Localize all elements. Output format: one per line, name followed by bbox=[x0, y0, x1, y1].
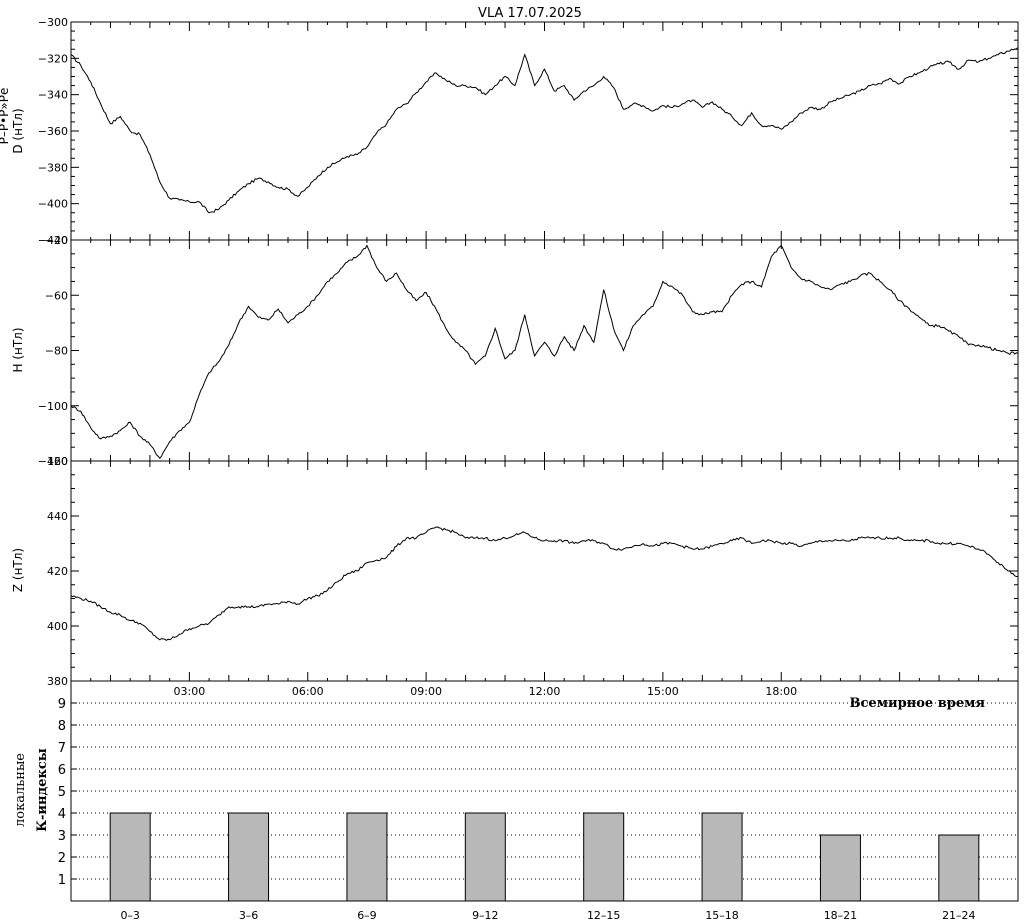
panel-h-ylabel: H (нТл) bbox=[11, 327, 25, 372]
k-y-tick-label: 8 bbox=[58, 719, 66, 734]
y-tick-label: −400 bbox=[38, 198, 68, 211]
k-bar bbox=[819, 834, 861, 902]
k-category-label: 18–21 bbox=[824, 909, 858, 921]
panel-d-series-line bbox=[70, 47, 1019, 214]
y-tick-label: −120 bbox=[38, 455, 68, 468]
y-tick-label: −300 bbox=[38, 16, 68, 29]
y-tick-label: −340 bbox=[38, 89, 68, 102]
panel-d-ylabel: D (нТл) bbox=[11, 108, 25, 153]
panel-d: −420 −400 −380 −360 −340 −320 −300 Р–Р•Р»Рё D … bbox=[0, 16, 1019, 247]
x-tick-label: 12:00 bbox=[529, 685, 561, 698]
k-y-tick-label: 9 bbox=[58, 697, 66, 712]
x-tick-label: 06:00 bbox=[292, 685, 324, 698]
k-bar bbox=[583, 812, 625, 902]
y-tick-label: −80 bbox=[45, 345, 68, 358]
panel-d-ylabel-top: Р–Р•Р»Рё bbox=[0, 88, 11, 145]
k-bar bbox=[228, 812, 270, 902]
y-tick-label: 460 bbox=[47, 455, 68, 468]
x-tick-label: 09:00 bbox=[410, 685, 442, 698]
y-tick-label: −380 bbox=[38, 161, 68, 174]
k-category-label: 0–3 bbox=[120, 909, 140, 921]
y-tick-label: −40 bbox=[45, 234, 68, 247]
k-bar bbox=[346, 812, 388, 902]
k-y-tick-label: 2 bbox=[58, 851, 66, 866]
y-tick-label: −420 bbox=[38, 234, 68, 247]
y-tick-label: −320 bbox=[38, 52, 68, 65]
panel-h: −120 −100 −80 −60 −40 H (нТл) bbox=[11, 234, 1019, 468]
k-y-tick-label: 4 bbox=[58, 807, 66, 822]
k-category-label: 3–6 bbox=[239, 909, 259, 921]
y-tick-label: −60 bbox=[45, 289, 68, 302]
panel-d-frame bbox=[70, 21, 1019, 241]
k-y-tick-label: 3 bbox=[58, 829, 66, 844]
y-tick-label: −100 bbox=[38, 400, 68, 413]
k-y-tick-label: 6 bbox=[58, 763, 66, 778]
k-category-label: 6–9 bbox=[357, 909, 377, 921]
panel-z-series-line bbox=[70, 526, 1019, 642]
x-tick-label: 03:00 bbox=[174, 685, 206, 698]
panel-k-grid: 1 2 3 4 5 6 7 8 9 bbox=[58, 697, 1018, 888]
panel-z-ylabel: Z (нТл) bbox=[11, 548, 25, 592]
panel-h-frame bbox=[70, 239, 1019, 462]
panel-d-ticks: −420 −400 −380 −360 −340 −320 −300 bbox=[38, 16, 1019, 247]
y-tick-label: 420 bbox=[47, 565, 68, 578]
panel-h-ticks: −120 −100 −80 −60 −40 bbox=[38, 234, 1019, 468]
k-bar bbox=[701, 812, 743, 902]
chart-title: VLA 17.07.2025 bbox=[478, 6, 582, 21]
panel-k-index: 1 2 3 4 5 6 7 8 9 0–3 3–6 6–9 9–12 12–15 15–18 18–21 21… bbox=[13, 680, 1019, 921]
k-bar bbox=[938, 834, 980, 902]
panel-h-series-line bbox=[70, 244, 1019, 460]
k-bar bbox=[109, 812, 151, 902]
panel-z-ticks: 380 400 420 440 460 03:00 06:00 09:00 12:00 15:00… bbox=[47, 455, 1019, 698]
x-tick-label: 15:00 bbox=[647, 685, 679, 698]
y-tick-label: 400 bbox=[47, 620, 68, 633]
k-category-label: 12–15 bbox=[587, 909, 621, 921]
k-y-tick-label: 7 bbox=[58, 741, 66, 756]
y-tick-label: 380 bbox=[47, 675, 68, 688]
k-category-label: 21–24 bbox=[942, 909, 976, 921]
k-ylabel-bottom: К-индексы bbox=[35, 748, 50, 832]
k-y-tick-label: 5 bbox=[58, 785, 66, 800]
k-bar bbox=[464, 812, 506, 902]
x-tick-label: 18:00 bbox=[765, 685, 797, 698]
k-ylabel-top: локальные bbox=[13, 753, 28, 827]
k-category-label: 9–12 bbox=[472, 909, 499, 921]
y-tick-label: −360 bbox=[38, 125, 68, 138]
k-category-label: 15–18 bbox=[705, 909, 739, 921]
panel-z-frame bbox=[70, 460, 1019, 682]
panel-z: 380 400 420 440 460 03:00 06:00 09:00 12:00 15:00… bbox=[11, 455, 1019, 711]
k-y-tick-label: 1 bbox=[58, 873, 66, 888]
time-axis-label: Всемирное время bbox=[850, 696, 986, 711]
panel-k-bars: 0–3 3–6 6–9 9–12 12–15 15–18 18–21 21–24 bbox=[109, 812, 980, 921]
y-tick-label: 440 bbox=[47, 510, 68, 523]
